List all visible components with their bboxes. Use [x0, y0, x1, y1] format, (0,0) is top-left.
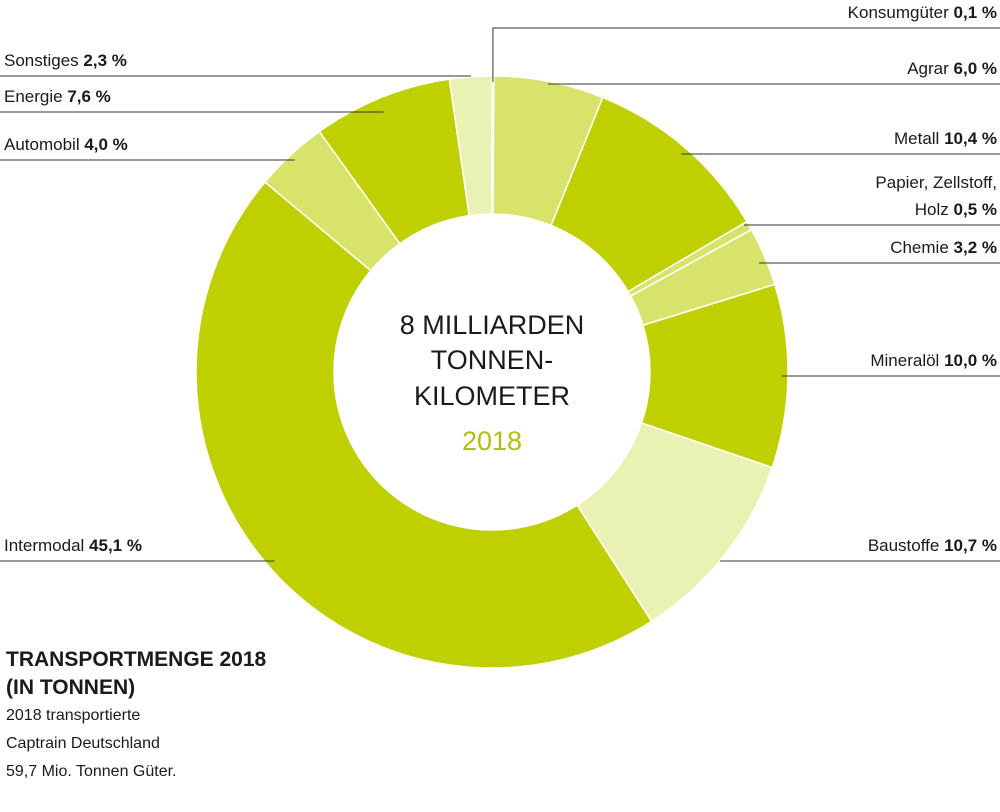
- center-line-3: KILOMETER: [414, 381, 570, 411]
- center-text: 8 MILLIARDEN TONNEN- KILOMETER 2018: [400, 310, 585, 456]
- slice-intermodal: [195, 181, 653, 669]
- label-intermodal: Intermodal 45,1 %: [4, 536, 142, 555]
- info-title-line-1: TRANSPORTMENGE 2018: [6, 648, 267, 671]
- leader-lines: [0, 27, 1000, 562]
- center-line-1: 8 MILLIARDEN: [400, 310, 585, 340]
- label-energie: Energie 7,6 %: [4, 87, 111, 106]
- label-papier-zellstoff-holz: Papier, Zellstoff, Holz 0,5 %: [875, 173, 997, 219]
- donut-slices: [195, 75, 789, 669]
- slice-sonstiges: [448, 75, 493, 217]
- label-chemie: Chemie 3,2 %: [890, 238, 997, 257]
- info-title-line-2: (IN TONNEN): [6, 676, 136, 699]
- leader-konsumgüter: [492, 27, 1000, 83]
- label-mineralöl: Mineralöl 10,0 %: [870, 351, 997, 370]
- label-agrar: Agrar 6,0 %: [907, 59, 997, 78]
- center-line-2: TONNEN-: [431, 345, 554, 375]
- label-konsumgüter: Konsumgüter 0,1 %: [848, 3, 997, 22]
- label-automobil: Automobil 4,0 %: [4, 135, 128, 154]
- label-sonstiges: Sonstiges 2,3 %: [4, 51, 127, 70]
- slice-labels: Konsumgüter 0,1 % Agrar 6,0 % Metall 10,4 …: [4, 3, 997, 555]
- info-text-line-1: 2018 transportierte: [6, 707, 141, 724]
- label-metall: Metall 10,4 %: [894, 129, 997, 148]
- info-text-line-3: 59,7 Mio. Tonnen Güter.: [6, 763, 177, 780]
- label-baustoffe: Baustoffe 10,7 %: [868, 536, 997, 555]
- info-box: TRANSPORTMENGE 2018 (IN TONNEN) 2018 tra…: [6, 646, 266, 786]
- info-text-line-2: Captrain Deutschland: [6, 735, 160, 752]
- center-year: 2018: [462, 426, 522, 456]
